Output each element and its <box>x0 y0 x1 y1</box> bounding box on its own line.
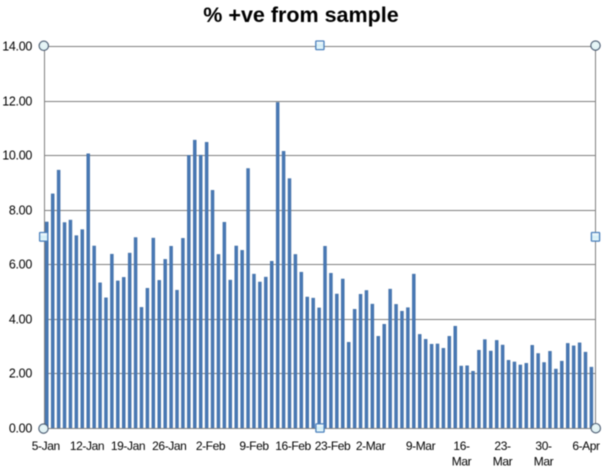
svg-text:0.00: 0.00 <box>9 421 32 435</box>
svg-text:6.00: 6.00 <box>9 257 32 271</box>
svg-text:2.00: 2.00 <box>9 366 32 380</box>
svg-text:% +ve from sample: % +ve from sample <box>203 3 398 27</box>
svg-text:30-: 30- <box>535 439 552 453</box>
svg-text:8.00: 8.00 <box>9 203 32 217</box>
svg-text:2-Mar: 2-Mar <box>356 439 386 453</box>
svg-text:14.00: 14.00 <box>2 39 32 53</box>
svg-text:5-Jan: 5-Jan <box>32 439 60 453</box>
svg-text:12.00: 12.00 <box>2 94 32 108</box>
svg-text:9-Feb: 9-Feb <box>239 439 269 453</box>
svg-text:Mar: Mar <box>493 454 513 468</box>
svg-text:9-Mar: 9-Mar <box>406 439 436 453</box>
svg-text:16-: 16- <box>453 439 470 453</box>
svg-text:6-Apr: 6-Apr <box>572 439 600 453</box>
svg-text:26-Jan: 26-Jan <box>152 439 186 453</box>
svg-text:19-Jan: 19-Jan <box>111 439 145 453</box>
svg-text:Mar: Mar <box>534 454 554 468</box>
svg-text:2-Feb: 2-Feb <box>196 439 226 453</box>
svg-text:4.00: 4.00 <box>9 312 32 326</box>
svg-text:12-Jan: 12-Jan <box>70 439 104 453</box>
svg-text:23-Feb: 23-Feb <box>315 439 351 453</box>
svg-text:10.00: 10.00 <box>2 148 32 162</box>
svg-text:23-: 23- <box>494 439 511 453</box>
svg-text:16-Feb: 16-Feb <box>275 439 311 453</box>
svg-text:Mar: Mar <box>452 454 472 468</box>
